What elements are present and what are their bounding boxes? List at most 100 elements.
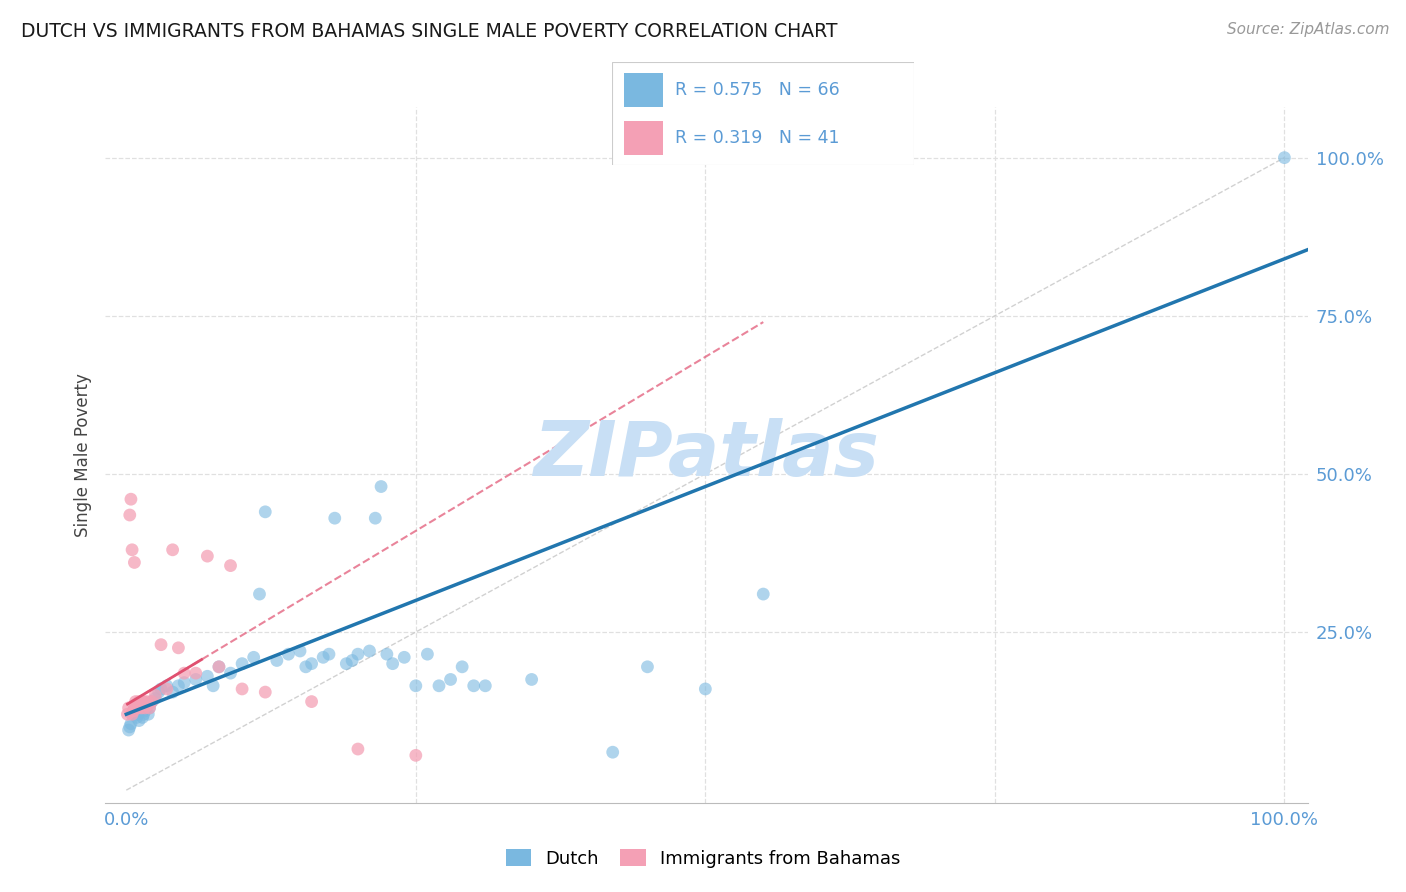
Point bbox=[150, 681, 173, 696]
Point bbox=[381, 657, 404, 671]
Point bbox=[219, 558, 242, 573]
Point bbox=[202, 679, 225, 693]
Point bbox=[118, 508, 141, 522]
Point bbox=[173, 675, 195, 690]
Point bbox=[249, 587, 271, 601]
Point bbox=[474, 679, 496, 693]
Point bbox=[520, 673, 543, 687]
Point bbox=[752, 587, 775, 601]
Point bbox=[120, 492, 142, 507]
Point bbox=[208, 660, 231, 674]
Text: DUTCH VS IMMIGRANTS FROM BAHAMAS SINGLE MALE POVERTY CORRELATION CHART: DUTCH VS IMMIGRANTS FROM BAHAMAS SINGLE … bbox=[21, 22, 838, 41]
Point bbox=[138, 701, 160, 715]
Point bbox=[254, 685, 277, 699]
Point bbox=[405, 748, 427, 763]
Point bbox=[124, 701, 146, 715]
Point bbox=[162, 685, 184, 699]
Point bbox=[131, 701, 153, 715]
Point bbox=[340, 653, 363, 667]
Point bbox=[118, 720, 141, 734]
Point bbox=[120, 716, 142, 731]
Point bbox=[312, 650, 335, 665]
Point bbox=[156, 681, 179, 696]
Point bbox=[439, 673, 461, 687]
Point bbox=[128, 714, 150, 728]
Point bbox=[132, 707, 155, 722]
Point bbox=[122, 704, 145, 718]
FancyBboxPatch shape bbox=[612, 62, 914, 165]
Point bbox=[219, 666, 242, 681]
Bar bbox=[624, 73, 664, 106]
Point bbox=[150, 638, 173, 652]
Point bbox=[184, 666, 207, 681]
Point bbox=[636, 660, 658, 674]
Text: R = 0.319   N = 41: R = 0.319 N = 41 bbox=[675, 128, 839, 147]
Point bbox=[405, 679, 427, 693]
Point bbox=[318, 647, 340, 661]
Point bbox=[124, 698, 146, 712]
Point bbox=[301, 695, 323, 709]
Point bbox=[131, 701, 153, 715]
Point bbox=[136, 695, 159, 709]
Point bbox=[125, 701, 148, 715]
Point bbox=[132, 698, 155, 712]
Point bbox=[301, 657, 323, 671]
Point bbox=[208, 660, 231, 674]
Point bbox=[143, 691, 166, 706]
Text: ZIPatlas: ZIPatlas bbox=[533, 418, 880, 491]
Point bbox=[364, 511, 387, 525]
Point bbox=[148, 685, 170, 699]
Point bbox=[1274, 151, 1296, 165]
Point bbox=[359, 644, 381, 658]
Point bbox=[135, 698, 157, 712]
Point bbox=[121, 707, 143, 722]
Point bbox=[117, 723, 139, 737]
Point bbox=[134, 701, 156, 715]
Point bbox=[135, 701, 157, 715]
Point bbox=[294, 660, 316, 674]
Point bbox=[127, 707, 149, 722]
Point bbox=[335, 657, 357, 671]
Point bbox=[167, 640, 190, 655]
Point bbox=[288, 644, 311, 658]
Point bbox=[124, 698, 146, 712]
Point bbox=[127, 698, 149, 712]
Point bbox=[162, 542, 184, 557]
Point bbox=[242, 650, 264, 665]
Point bbox=[124, 695, 146, 709]
Point bbox=[266, 653, 288, 667]
Point bbox=[124, 556, 146, 570]
Point bbox=[129, 698, 152, 712]
Point bbox=[173, 666, 195, 681]
Point bbox=[129, 704, 152, 718]
Point bbox=[131, 695, 153, 709]
Point bbox=[347, 647, 370, 661]
Point bbox=[141, 695, 163, 709]
Point bbox=[427, 679, 450, 693]
Point bbox=[128, 695, 150, 709]
Point bbox=[125, 710, 148, 724]
Point bbox=[375, 647, 398, 661]
Point bbox=[132, 695, 155, 709]
Point bbox=[184, 673, 207, 687]
Point bbox=[195, 549, 218, 563]
Point bbox=[141, 695, 163, 709]
Point bbox=[127, 701, 149, 715]
Point bbox=[277, 647, 299, 661]
Point bbox=[323, 511, 346, 525]
Point bbox=[254, 505, 277, 519]
Point bbox=[394, 650, 416, 665]
Point bbox=[156, 679, 179, 693]
Bar bbox=[624, 121, 664, 155]
Point bbox=[117, 707, 139, 722]
Point bbox=[136, 707, 159, 722]
Point bbox=[370, 479, 392, 493]
Text: Source: ZipAtlas.com: Source: ZipAtlas.com bbox=[1226, 22, 1389, 37]
Point bbox=[122, 704, 145, 718]
Point bbox=[121, 542, 143, 557]
Text: R = 0.575   N = 66: R = 0.575 N = 66 bbox=[675, 80, 839, 99]
Point bbox=[136, 698, 159, 712]
Point bbox=[451, 660, 474, 674]
Point bbox=[138, 701, 160, 715]
Point bbox=[124, 701, 146, 715]
